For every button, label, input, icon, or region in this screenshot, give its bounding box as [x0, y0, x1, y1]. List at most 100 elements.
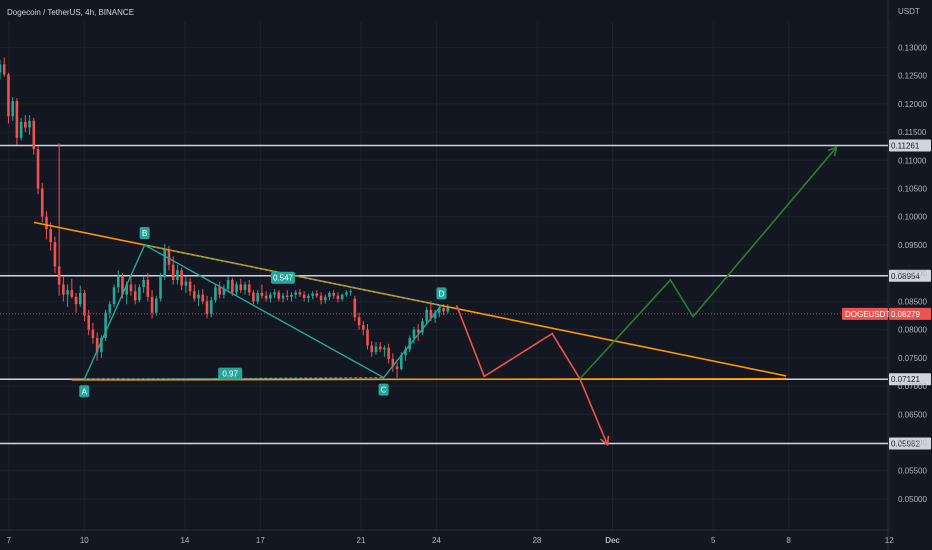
y-tick-label: 0.12500: [898, 72, 927, 81]
time-axis[interactable]: 7 10 14 17 21 24 28 Dec 5 8 12: [7, 536, 895, 545]
candle-body: [243, 284, 247, 291]
pattern-point-label: B: [142, 229, 147, 238]
candle-body: [231, 279, 234, 293]
candle-body: [193, 291, 196, 299]
candle-body: [138, 287, 141, 301]
candle-body: [438, 308, 441, 313]
x-tick-label: Dec: [605, 536, 620, 545]
candle-body: [146, 279, 150, 297]
x-tick-label: 8: [786, 536, 791, 545]
candle-body: [442, 308, 445, 312]
candle-body: [400, 355, 403, 370]
candle-body: [36, 149, 40, 189]
candle-body: [7, 74, 10, 117]
candle-body: [167, 249, 171, 265]
candle-body: [235, 284, 238, 293]
candle-body: [370, 345, 374, 353]
candle-body: [197, 294, 200, 299]
pattern-point-label: D: [439, 289, 445, 298]
candle-body: [290, 294, 293, 297]
candle-body: [201, 294, 205, 302]
x-tick-label: 14: [180, 536, 189, 545]
y-tick-label: 0.06500: [898, 410, 927, 419]
candle-body: [95, 338, 99, 353]
y-tick-label: 0.05000: [898, 495, 927, 504]
candle-body: [32, 120, 36, 149]
candle-body: [239, 284, 243, 291]
candle-body: [125, 284, 129, 295]
bullish-path[interactable]: [579, 146, 838, 380]
candle-body: [214, 287, 217, 301]
candle-body: [416, 329, 420, 333]
candle-body: [302, 294, 306, 299]
candle-body: [404, 349, 407, 356]
pattern-legs[interactable]: [83, 243, 443, 380]
candle-body: [277, 292, 281, 299]
level-badge: [889, 437, 931, 450]
candle-body: [159, 276, 162, 299]
candle-body: [374, 346, 378, 353]
candle-body: [340, 294, 344, 300]
candle-body: [391, 358, 395, 367]
y-tick-label: 0.08500: [898, 297, 927, 306]
pattern-point-badge: [378, 383, 389, 396]
pattern-point-label: C: [381, 386, 387, 395]
candle-body: [421, 321, 424, 333]
y-tick-label: 0.13000: [898, 43, 927, 52]
y-tick-label: 0.12000: [898, 100, 927, 109]
candle-body: [108, 304, 112, 313]
ratio-label: 0.547: [273, 274, 294, 283]
candle-body: [40, 188, 44, 217]
candle-body: [116, 276, 120, 288]
candle-body: [446, 307, 450, 312]
candle-body: [104, 312, 107, 339]
candle-body: [112, 287, 116, 305]
candle-body: [378, 346, 382, 350]
currency-label: USDT: [898, 7, 920, 16]
level-badge: [889, 269, 931, 282]
candle-body: [357, 317, 361, 326]
level-label: 0.05982: [891, 440, 920, 449]
candle-body: [247, 284, 251, 293]
candle-body: [260, 292, 264, 296]
pattern-point-label: A: [82, 387, 88, 396]
candle-body: [294, 292, 297, 295]
y-tick-label: 0.05500: [898, 467, 927, 476]
y-tick-label: 0.11500: [898, 128, 927, 137]
candle-body: [395, 366, 399, 370]
candle-body: [15, 101, 19, 138]
candle-body: [129, 284, 133, 292]
candle-body: [383, 347, 386, 350]
candle-body: [176, 270, 179, 280]
level-label: 0.11261: [891, 142, 920, 151]
abcd-pattern[interactable]: A B C D 0.547 0.97: [79, 226, 447, 398]
y-tick-label: 0.09000: [898, 269, 927, 278]
candle-body: [353, 298, 357, 318]
trend-line[interactable]: [71, 377, 787, 381]
candle-body: [412, 329, 416, 339]
candle-body: [188, 281, 192, 292]
arrow-head: [599, 435, 610, 447]
level-badge: [889, 373, 931, 386]
candle-body: [323, 296, 327, 301]
candle-body: [285, 295, 289, 297]
price-axis[interactable]: 0.13000 0.12500 0.12000 0.11500 0.11000 0.105…: [898, 43, 927, 504]
bearish-path[interactable]: [455, 305, 609, 446]
candle-body: [311, 293, 314, 296]
candle-body: [366, 329, 369, 346]
candle-body: [209, 300, 213, 314]
x-tick-label: 10: [80, 536, 89, 545]
candle-body: [226, 279, 230, 289]
projection-paths[interactable]: [455, 146, 838, 447]
x-tick-label: 24: [432, 536, 441, 545]
x-tick-label: 21: [357, 536, 366, 545]
chart-title: Dogecoin / TetherUS, 4h, BINANCE: [7, 8, 134, 17]
candle-body: [269, 294, 272, 299]
y-tick-label: 0.11000: [898, 156, 927, 165]
candle-body: [66, 290, 69, 295]
candle-body: [49, 229, 52, 243]
x-tick-label: 7: [7, 536, 12, 545]
last-price-label: 0.08279: [891, 310, 920, 319]
candle-body: [0, 64, 2, 73]
